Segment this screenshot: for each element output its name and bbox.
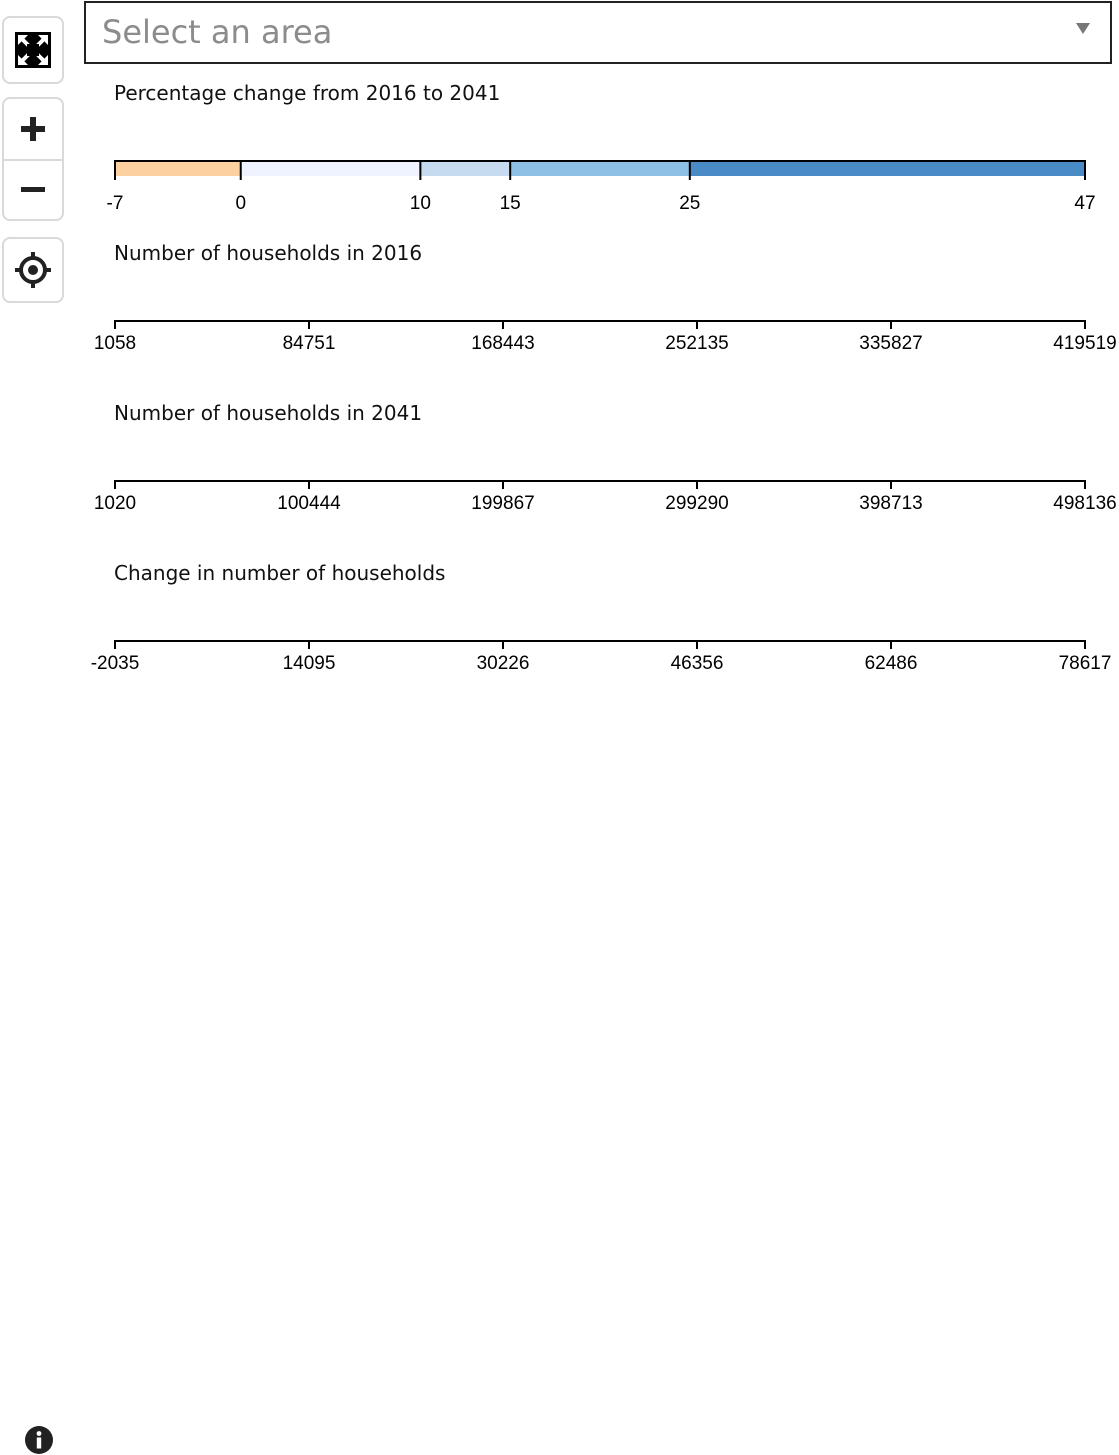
info-icon[interactable] — [24, 1425, 54, 1455]
legend-tick-label: -2035 — [91, 653, 140, 674]
percentage-change-legend: -7 0 10 15 25 47 — [107, 160, 1096, 214]
minus-icon — [21, 187, 45, 192]
legend-tick-label: 398713 — [859, 493, 922, 514]
crosshair-icon — [15, 252, 51, 288]
legend-tick-label: 100444 — [277, 493, 341, 514]
legend-tick-label: 0 — [235, 193, 246, 214]
legend-tick-label: 30226 — [477, 653, 530, 674]
legend-tick-label: 84751 — [283, 333, 336, 354]
locate-button[interactable] — [4, 239, 62, 301]
legend-tick-label: 15 — [500, 193, 521, 214]
legend-tick-label: 419519 — [1053, 333, 1116, 354]
dropdown-arrow-icon — [1076, 23, 1090, 34]
legend-tick-label: 199867 — [471, 493, 534, 514]
legend-band — [115, 161, 241, 176]
expand-arrows-icon — [15, 32, 51, 68]
legend-title-households-2016: Number of households in 2016 — [114, 241, 423, 265]
legend-tick-label: 25 — [679, 193, 700, 214]
legend-tick-label: 252135 — [665, 333, 728, 354]
zoom-in-button[interactable] — [4, 99, 62, 159]
zoom-control — [2, 97, 64, 221]
legend-band — [420, 161, 511, 176]
fullscreen-button[interactable] — [4, 18, 62, 82]
legend-band — [240, 161, 421, 176]
legend-tick-label: 498136 — [1053, 493, 1116, 514]
legend-tick-label: 1058 — [94, 333, 136, 354]
zoom-out-button[interactable] — [4, 159, 62, 219]
legend-tick-label: 47 — [1074, 193, 1095, 214]
households-2041-axis: 1020 100444 199867 299290 398713 498136 — [94, 480, 1117, 514]
legend-tick-label: 78617 — [1059, 653, 1112, 674]
legend-tick-label: 10 — [410, 193, 431, 214]
legend-title-percentage-change: Percentage change from 2016 to 2041 — [114, 81, 501, 105]
legend-title-households-2041: Number of households in 2041 — [114, 401, 423, 425]
legend-tick-label: -7 — [107, 193, 124, 214]
legend-band — [510, 161, 690, 176]
legend-tick-label: 14095 — [283, 653, 336, 674]
legend-tick-label: 46356 — [671, 653, 724, 674]
households-change-axis: -2035 14095 30226 46356 62486 78617 — [91, 640, 1112, 674]
legend-tick-label: 299290 — [665, 493, 728, 514]
locate-control — [2, 237, 64, 303]
legend-title-households-change: Change in number of households — [114, 561, 446, 585]
legend-tick-label: 1020 — [94, 493, 136, 514]
legend-band — [689, 161, 1085, 176]
legend-tick-label: 335827 — [859, 333, 922, 354]
area-select-placeholder: Select an area — [102, 13, 333, 51]
plus-icon — [21, 117, 45, 141]
area-select[interactable]: Select an area — [84, 1, 1112, 64]
legend-tick-label: 168443 — [471, 333, 534, 354]
legend-tick-label: 62486 — [865, 653, 918, 674]
fullscreen-control — [2, 16, 64, 84]
households-2016-axis: 1058 84751 168443 252135 335827 419519 — [94, 320, 1117, 354]
